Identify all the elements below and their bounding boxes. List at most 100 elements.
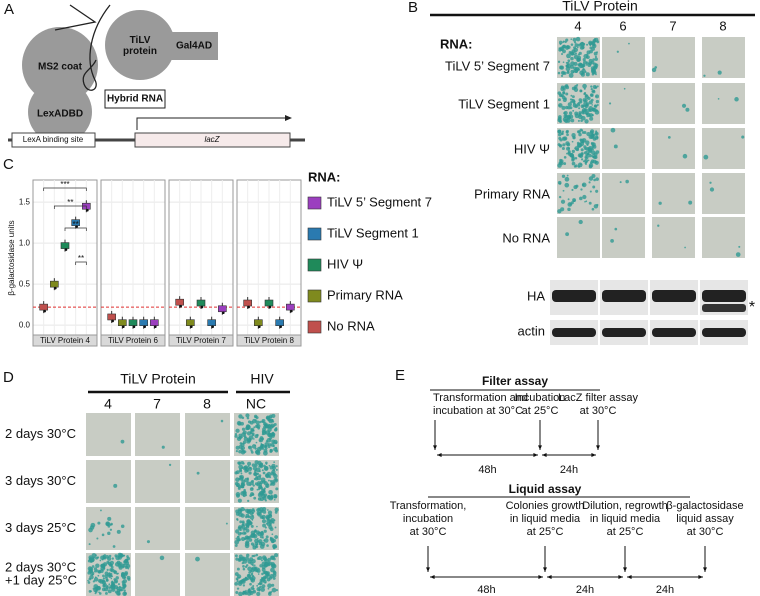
stain bbox=[108, 554, 112, 558]
box bbox=[107, 313, 116, 321]
stain bbox=[238, 433, 243, 438]
stain bbox=[245, 589, 247, 592]
stain bbox=[240, 442, 245, 447]
stain bbox=[250, 449, 253, 452]
stain bbox=[248, 445, 253, 450]
stain bbox=[576, 58, 581, 62]
stain bbox=[244, 469, 248, 473]
stain bbox=[240, 482, 245, 487]
stain bbox=[255, 441, 258, 444]
stain bbox=[245, 508, 250, 513]
tilv-label-line: TiLV bbox=[130, 35, 151, 46]
stain bbox=[260, 531, 265, 536]
stain bbox=[116, 560, 121, 565]
stain bbox=[251, 463, 256, 467]
stain bbox=[245, 540, 250, 544]
column-header: HIV bbox=[250, 371, 274, 387]
stain bbox=[263, 538, 269, 543]
point bbox=[211, 325, 214, 328]
assay-title: Filter assay bbox=[482, 374, 548, 388]
row-label: Primary RNA bbox=[474, 186, 550, 201]
stain bbox=[234, 539, 240, 545]
stain bbox=[566, 45, 571, 50]
column-header: TiLV Protein bbox=[562, 0, 637, 14]
stain bbox=[585, 56, 588, 59]
gal4-label: Gal4AD bbox=[176, 41, 212, 52]
band bbox=[652, 290, 696, 302]
stain bbox=[245, 424, 251, 429]
stain bbox=[570, 56, 574, 61]
ms2-label: MS2 coat bbox=[38, 62, 83, 73]
interval-label: 24h bbox=[656, 584, 674, 596]
interval-label: 24h bbox=[576, 584, 594, 596]
panel-label: D bbox=[3, 369, 14, 386]
stain bbox=[572, 135, 576, 140]
stain bbox=[256, 591, 261, 596]
stain bbox=[565, 64, 569, 68]
stain bbox=[594, 63, 599, 68]
interval-label: 48h bbox=[478, 464, 496, 476]
stain bbox=[247, 591, 252, 596]
stain bbox=[242, 462, 245, 465]
stain bbox=[576, 46, 579, 49]
stain bbox=[574, 164, 578, 168]
stain bbox=[260, 443, 263, 445]
stain bbox=[123, 589, 126, 592]
stain bbox=[271, 583, 275, 587]
stain bbox=[255, 467, 261, 473]
stain bbox=[567, 147, 571, 150]
yeast-image bbox=[557, 173, 600, 214]
stain bbox=[250, 542, 255, 546]
row-label-line: 2 days 30°C bbox=[5, 560, 76, 575]
stain bbox=[561, 105, 566, 110]
stain bbox=[570, 38, 573, 40]
stain bbox=[584, 155, 589, 160]
yeast-image bbox=[652, 37, 695, 78]
stain bbox=[270, 416, 273, 419]
stain bbox=[106, 578, 109, 582]
yeast-image bbox=[652, 217, 695, 258]
stain bbox=[96, 556, 100, 559]
row-label-line: 3 days 30°C bbox=[5, 473, 76, 488]
stain bbox=[588, 40, 593, 46]
stain bbox=[587, 96, 591, 101]
stain bbox=[101, 580, 107, 585]
column-label: 7 bbox=[153, 396, 161, 412]
stain bbox=[572, 198, 577, 203]
band bbox=[552, 290, 596, 302]
arrow-head bbox=[437, 453, 442, 457]
stain bbox=[266, 518, 271, 524]
stain bbox=[261, 469, 264, 472]
point bbox=[43, 309, 46, 313]
stain bbox=[608, 102, 612, 105]
stain bbox=[590, 87, 593, 91]
stain bbox=[658, 201, 662, 205]
band bbox=[702, 328, 746, 337]
stain bbox=[256, 488, 259, 491]
stain bbox=[567, 102, 572, 107]
stain bbox=[242, 584, 246, 587]
stain bbox=[261, 492, 265, 496]
stain bbox=[248, 571, 251, 574]
yeast-image bbox=[135, 507, 180, 550]
stain bbox=[585, 200, 588, 203]
stain bbox=[97, 574, 100, 577]
stain bbox=[113, 570, 118, 575]
stain bbox=[562, 143, 566, 147]
stain bbox=[238, 464, 244, 470]
step-label-line: Incubation bbox=[515, 392, 566, 404]
arrow-head bbox=[703, 567, 707, 572]
stain bbox=[264, 473, 270, 478]
stain bbox=[196, 471, 200, 475]
stain bbox=[246, 469, 249, 473]
sig-label: *** bbox=[60, 180, 69, 189]
stain bbox=[250, 428, 254, 432]
band bbox=[702, 304, 746, 312]
stain bbox=[566, 133, 569, 137]
yeast-image bbox=[702, 173, 745, 214]
stain bbox=[121, 580, 125, 584]
stain bbox=[251, 479, 254, 483]
stain bbox=[253, 496, 257, 500]
stain bbox=[593, 104, 598, 108]
row-label-line: 2 days 30°C bbox=[5, 426, 76, 441]
